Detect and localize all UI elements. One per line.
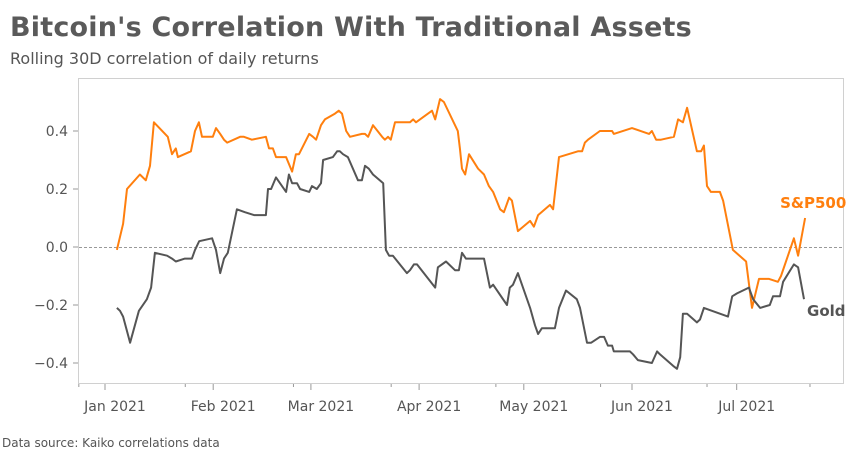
x-tick-label: May 2021 — [499, 399, 568, 415]
y-tick-label: 0.0 — [46, 240, 68, 256]
series-line-sp500 — [115, 98, 807, 309]
plot-frame — [78, 78, 844, 384]
chart-title: Bitcoin's Correlation With Traditional A… — [10, 12, 692, 43]
y-tick-label: 0.2 — [46, 182, 68, 198]
x-tick-label: Jul 2021 — [717, 399, 775, 415]
y-tick-label: 0.4 — [46, 124, 68, 140]
series-label-sp500: S&P500 — [780, 194, 846, 212]
series-label-gold: Gold — [807, 302, 846, 320]
x-tick-label: Apr 2021 — [397, 399, 461, 415]
chart-subtitle: Rolling 30D correlation of daily returns — [10, 49, 319, 68]
y-tick-label: −0.4 — [34, 356, 68, 372]
x-tick-label: Mar 2021 — [288, 399, 355, 415]
x-tick-label: Jan 2021 — [83, 399, 146, 415]
x-tick-label: Feb 2021 — [191, 399, 256, 415]
series-line-gold — [116, 150, 805, 370]
y-tick-label: −0.2 — [34, 298, 68, 314]
data-source-note: Data source: Kaiko correlations data — [2, 436, 220, 450]
x-tick-label: Jun 2021 — [610, 399, 673, 415]
